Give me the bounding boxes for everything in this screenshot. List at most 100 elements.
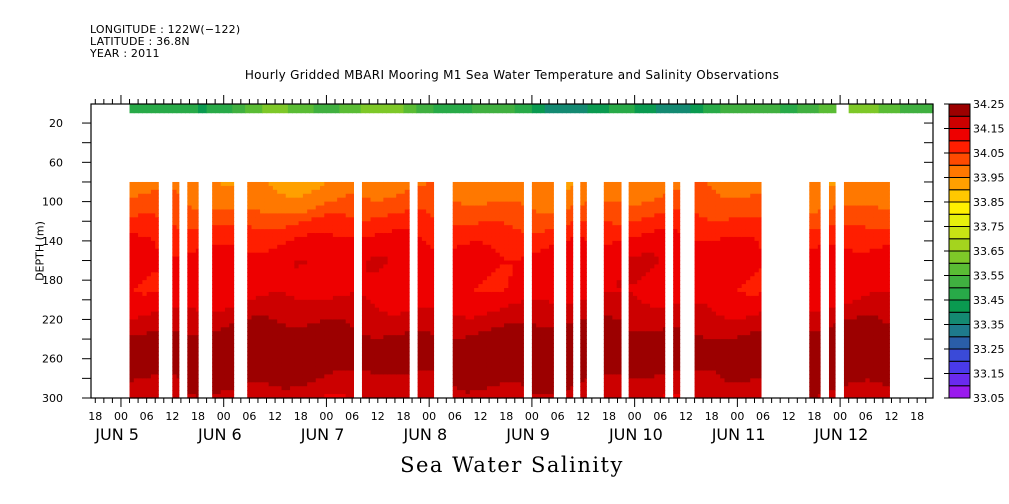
salinity-cell [504,358,509,364]
salinity-cell [272,390,278,395]
salinity-cell [315,248,321,254]
salinity-cell [294,201,300,207]
salinity-cell [544,181,550,187]
salinity-cell [383,189,389,195]
salinity-cell [608,276,613,281]
salinity-cell [229,291,235,297]
salinity-cell [328,346,334,352]
salinity-cell [566,252,572,258]
salinity-cell [146,366,152,372]
salinity-cell [187,233,193,238]
salinity-cell [628,390,634,395]
salinity-cell [486,386,492,391]
salinity-cell [499,295,505,301]
salinity-cell [290,354,295,360]
salinity-cell [142,394,148,399]
salinity-cell [349,327,354,332]
salinity-cell [187,327,193,332]
salinity-cell [251,201,257,207]
salinity-cell [277,209,283,214]
salinity-cell [396,295,402,301]
salinity-cell [260,193,265,199]
salinity-cell [456,350,462,356]
salinity-cell [516,252,522,258]
salinity-cell [452,331,458,336]
salinity-cell [426,217,432,222]
salinity-cell [268,366,274,372]
salinity-cell [396,217,402,222]
salinity-cell [224,315,230,321]
salinity-cell [637,240,643,246]
salinity-cell [417,217,423,222]
salinity-cell [417,315,423,321]
salinity-cell [608,197,613,203]
salinity-cell [345,339,351,344]
salinity-cell [608,319,613,324]
salinity-cell [383,181,389,187]
salinity-cell [187,284,193,289]
salinity-cell [570,221,574,226]
salinity-cell [345,323,351,328]
salinity-cell [281,370,287,376]
salinity-cell [486,197,492,203]
salinity-cell [172,362,178,368]
salinity-cell [417,229,423,234]
salinity-cell [616,193,622,199]
salinity-cell [421,272,427,277]
salinity-cell [632,244,638,250]
salinity-cell [612,362,618,368]
salinity-cell [612,323,618,328]
salinity-cell [396,201,402,207]
salinity-cell [247,225,253,230]
salinity-cell [544,350,550,356]
salinity-cell [307,217,313,222]
salinity-cell [324,354,330,360]
salinity-cell [133,189,139,195]
salinity-cell [512,362,518,368]
salinity-cell [302,339,308,344]
salinity-cell [155,291,159,297]
salinity-cell [302,197,308,203]
salinity-cell [224,354,230,360]
salinity-cell [361,229,367,234]
salinity-cell [521,374,524,379]
salinity-cell [570,201,574,207]
salinity-cell [255,346,261,352]
salinity-cell [486,295,492,301]
salinity-cell [531,217,537,222]
salinity-cell [307,189,313,195]
salinity-cell [452,354,458,360]
salinity-cell [495,362,501,368]
salinity-cell [268,181,274,187]
salinity-cell [311,323,317,328]
salinity-cell [482,260,488,266]
salinity-cell [512,291,518,297]
salinity-cell [224,248,230,254]
salinity-cell [146,315,152,321]
salinity-cell [138,335,143,340]
salinity-cell [495,370,501,376]
salinity-cell [549,331,554,336]
salinity-cell [366,299,372,305]
salinity-cell [187,288,193,293]
salinity-cell [311,311,317,317]
salinity-cell [391,205,397,211]
salinity-cell [366,252,372,258]
salinity-cell [612,248,618,254]
salinity-cell [285,358,291,364]
salinity-cell [508,229,514,234]
salinity-cell [531,374,537,379]
salinity-cell [247,370,253,376]
salinity-cell [426,213,432,218]
salinity-cell [628,209,634,214]
salinity-cell [628,213,634,218]
salinity-cell [391,260,397,266]
salinity-cell [155,311,159,317]
salinity-cell [328,272,334,277]
salinity-cell [486,225,492,230]
salinity-cell [426,209,432,214]
salinity-cell [478,299,484,305]
salinity-cell [566,311,572,317]
salinity-cell [478,181,484,187]
salinity-cell [307,339,313,344]
